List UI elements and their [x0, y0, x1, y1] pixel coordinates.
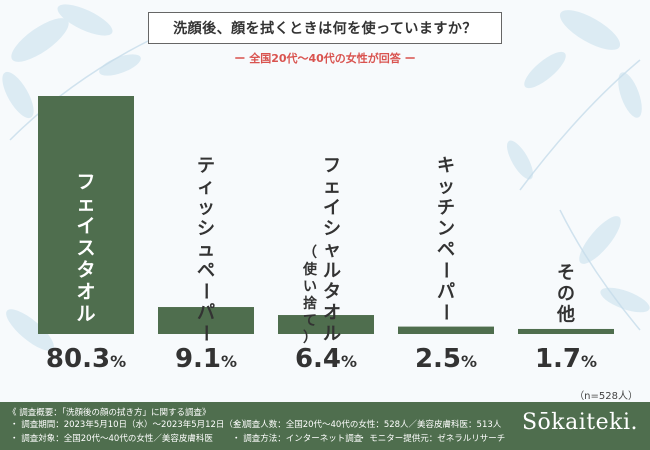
svg-text:ス: ス — [76, 237, 95, 259]
svg-text:ッ: ッ — [197, 197, 215, 218]
svg-text:フ: フ — [76, 171, 95, 193]
svg-text:ペ: ペ — [437, 239, 455, 260]
svg-text:キ: キ — [437, 155, 455, 176]
bar-2 — [158, 307, 254, 334]
chart-subtitle: ー 全国20代〜40代の女性が回答 ー — [234, 52, 416, 65]
svg-text:チ: チ — [437, 197, 455, 218]
svg-text:ー: ー — [195, 282, 216, 300]
bar-5 — [518, 328, 614, 334]
svg-text:ィ: ィ — [197, 176, 215, 197]
value-label-3: 6.4% — [295, 344, 357, 374]
svg-text:ー: ー — [435, 261, 456, 279]
leaf-background-decoration — [2, 4, 650, 351]
svg-text:パ: パ — [437, 281, 455, 302]
bar-4 — [398, 326, 494, 334]
svg-text:タ: タ — [323, 281, 341, 302]
value-label-4: 2.5% — [415, 344, 477, 374]
svg-text:の: の — [557, 283, 575, 304]
svg-text:ェ: ェ — [76, 193, 95, 215]
svg-text:使: 使 — [302, 261, 318, 278]
svg-text:ュ: ュ — [197, 239, 215, 260]
svg-text:ル: ル — [76, 303, 95, 325]
svg-text:ル: ル — [323, 260, 341, 281]
svg-text:）: ） — [303, 330, 317, 346]
value-label-2: 9.1% — [175, 344, 237, 374]
svg-text:イ: イ — [323, 197, 341, 218]
svg-text:パ: パ — [197, 302, 215, 323]
svg-text:タ: タ — [76, 259, 95, 281]
svg-text:ペ: ペ — [197, 260, 215, 281]
svg-text:フ: フ — [323, 155, 341, 176]
sample-size-label: （n=528人） — [574, 391, 638, 402]
svg-text:オ: オ — [323, 302, 341, 323]
svg-text:（: （ — [303, 245, 317, 261]
svg-text:捨: 捨 — [303, 295, 318, 312]
survey-overview-title: 《 調査概要：「洗顔後の顔の拭き方」に関する調査》 — [8, 408, 211, 418]
value-label-5: 1.7% — [535, 344, 597, 374]
bar-1 — [38, 96, 134, 334]
svg-text:他: 他 — [556, 303, 575, 325]
survey-overview-footer: 《 調査概要：「洗顔後の顔の拭き方」に関する調査》 ・ 調査期間：2023年5月… — [0, 402, 650, 450]
value-label-1: 80.3% — [46, 344, 126, 374]
svg-text:そ: そ — [557, 262, 575, 283]
bar-label-5: その他 — [556, 262, 575, 325]
survey-period: ・ 調査期間：2023年5月10日（水）〜2023年5月12日（金） — [10, 420, 250, 430]
bar-chart: フェイスタオル80.3%ティッシュペーパー9.1%フェイシャルタオル（使い捨て）… — [38, 96, 614, 374]
survey-target: ・ 調査対象：全国20代〜40代の女性／美容皮膚科医 — [10, 434, 213, 444]
survey-respondents: ・ 調査人数：全国20代〜40代の女性：528人／美容皮膚科医：513人 — [232, 420, 502, 430]
svg-text:オ: オ — [76, 281, 95, 303]
svg-text:ル: ル — [323, 323, 341, 344]
bar-3 — [278, 315, 374, 334]
svg-text:ン: ン — [437, 218, 455, 239]
svg-text:ー: ー — [195, 324, 216, 342]
svg-text:シ: シ — [323, 218, 341, 239]
svg-text:シ: シ — [197, 218, 215, 239]
survey-method: ・ 調査方法：インターネット調査 — [232, 434, 363, 444]
svg-text:ャ: ャ — [323, 239, 341, 260]
svg-text:て: て — [303, 313, 317, 329]
svg-text:ェ: ェ — [323, 176, 341, 197]
sokaiteki-logo: Sōkaiteki. — [521, 410, 638, 435]
chart-title: 洗顔後、顔を拭くときは何を使っていますか？ — [148, 12, 502, 44]
svg-text:イ: イ — [76, 215, 95, 237]
svg-text:ー: ー — [435, 303, 456, 321]
svg-text:い: い — [303, 279, 317, 295]
svg-text:ッ: ッ — [437, 176, 455, 197]
svg-text:テ: テ — [197, 155, 215, 176]
survey-monitor: ・ モニター提供元：ゼネラルリサーチ — [358, 434, 506, 444]
